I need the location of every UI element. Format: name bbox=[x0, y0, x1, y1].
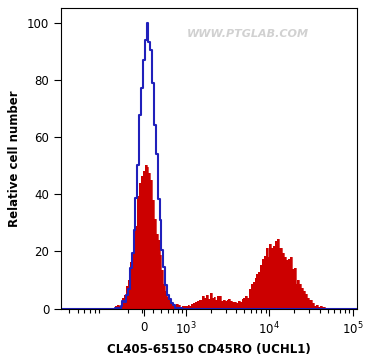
Text: WWW.PTGLAB.COM: WWW.PTGLAB.COM bbox=[186, 29, 308, 39]
Y-axis label: Relative cell number: Relative cell number bbox=[8, 90, 21, 227]
X-axis label: CL405-65150 CD45RO (UCHL1): CL405-65150 CD45RO (UCHL1) bbox=[107, 343, 311, 356]
